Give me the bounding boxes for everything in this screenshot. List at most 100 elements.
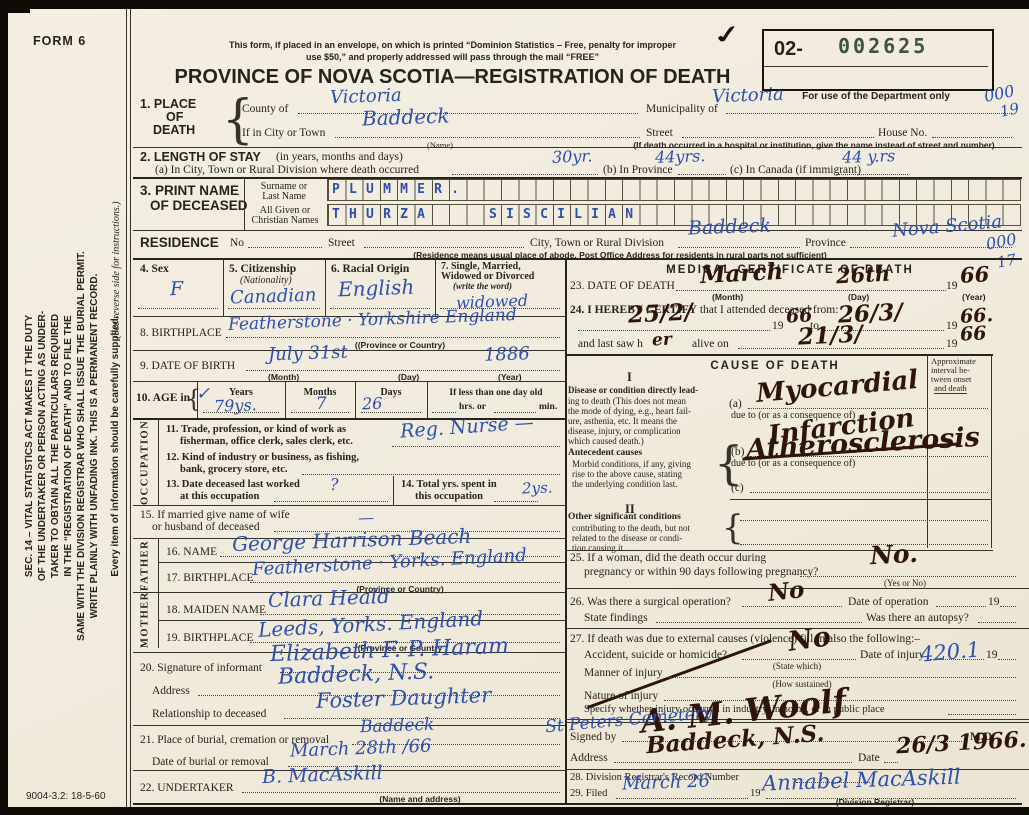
residence-no-label: No <box>230 237 245 249</box>
s27-label: 27. If death was due to external causes … <box>570 633 921 645</box>
dotted-line <box>948 714 1016 715</box>
birth-year-value: 1886 <box>483 343 531 366</box>
medical-heading: MEDICAL CERTIFICATE OF DEATH <box>666 264 914 276</box>
dotted-line <box>998 659 1016 660</box>
year-prefix: 19 <box>986 649 998 661</box>
dotted-line <box>1000 606 1016 607</box>
s2b-label: (b) In Province <box>603 164 673 176</box>
given-names-letter-grid <box>327 204 1021 226</box>
rule <box>133 418 565 421</box>
s15-label: or husband of deceased <box>152 521 260 533</box>
doc-code: 9004-3.2: 18-5-60 <box>26 791 106 802</box>
margin-notice-line: SEC. 14 – VITAL STATISTICS ACT MAKES IT … <box>24 314 35 578</box>
death-year-prefix: 19 <box>946 280 958 292</box>
dotted-line <box>330 308 430 309</box>
dotted-line <box>824 330 944 331</box>
citizenship-sub: (Nationality) <box>240 275 292 286</box>
death-day-sub: (Day) <box>848 292 870 302</box>
death-year-value: 66 <box>959 261 990 288</box>
s14-label: this occupation <box>415 491 483 502</box>
rule <box>355 381 357 418</box>
dotted-line <box>656 622 862 623</box>
death-day-value: 26th <box>835 260 891 289</box>
residence-city-value: Baddeck <box>687 214 772 240</box>
birthplace-sub: ((Province or Country) <box>354 340 446 350</box>
s26-label: 26. Was there a surgical operation? <box>570 596 731 608</box>
dotted-line <box>274 531 560 532</box>
dotted-line <box>936 606 986 607</box>
cause-b-label: (b) <box>731 446 745 458</box>
margin-notice-line: OF THE UNDERTAKER OR PERSON ACTING AS UN… <box>37 310 48 582</box>
antecedent-line: the underlying condition last. <box>572 479 678 489</box>
dotted-line <box>274 501 388 502</box>
specify-injury-label: Specify whether injury occurred in indus… <box>584 704 885 715</box>
other-conditions-line: related to the disease or condi- <box>572 533 683 543</box>
dotted-line <box>284 718 560 719</box>
dotted-line <box>288 766 560 767</box>
interval-header: Approximate <box>931 356 976 366</box>
last-saw-year: 66 <box>959 322 988 346</box>
antecedent-brace: { <box>714 436 744 490</box>
year-prefix: 19 <box>750 788 761 799</box>
dotted-line <box>740 520 988 521</box>
division-registrar-sub: (Division Registrar) <box>835 797 915 807</box>
margin-reverse-note: (See reverse side for instructions.) <box>111 201 122 339</box>
s12-label: bank, grocery store, etc. <box>180 464 288 475</box>
margin-notice-line: WRITE PLAINLY WITH UNFADING INK. THIS IS… <box>89 273 100 619</box>
undertaker-value: B. MacAskill <box>261 761 384 789</box>
dotted-line <box>494 501 538 502</box>
dotted-line <box>616 798 748 799</box>
street-label: Street <box>646 127 673 139</box>
undertaker-sub: (Name and address) <box>379 794 461 804</box>
rule <box>565 588 1029 590</box>
rule <box>133 350 565 352</box>
accident-value: No <box>786 621 833 658</box>
rule <box>325 258 327 316</box>
rule <box>565 722 1029 724</box>
rule <box>435 258 437 316</box>
s25-sub: (Yes or No) <box>883 578 927 588</box>
last-saw-label: and last saw h <box>578 338 643 350</box>
dotted-line <box>138 308 218 309</box>
filed-label: 29. Filed <box>570 788 608 799</box>
citizenship-label: 5. Citizenship <box>229 263 297 275</box>
marital-label: Widowed or Divorced <box>441 271 535 282</box>
rule <box>133 538 565 540</box>
s2a-value: 30yr. <box>551 146 593 167</box>
s12-label: 12. Kind of industry or business, as fis… <box>166 452 359 463</box>
rule <box>565 550 993 552</box>
s15-value: — <box>357 507 375 528</box>
less-than-day-label: If less than one day old <box>449 388 543 398</box>
margin-rule <box>126 9 128 807</box>
given-names-label: All Given or <box>259 205 311 216</box>
accident-label: Accident, suicide or homicide? <box>584 649 728 661</box>
marital-sub: (write the word) <box>453 281 513 291</box>
burial-place-value-1: Baddeck <box>359 714 435 738</box>
rule <box>133 381 565 383</box>
municipality-label: Municipality of <box>646 103 718 115</box>
s13-label: 13. Date deceased last worked <box>166 479 300 490</box>
day-sub: (Day) <box>398 372 420 382</box>
rule <box>158 538 160 592</box>
date-of-birth-value: July 31st <box>267 341 349 366</box>
surname-letter-grid <box>327 179 1021 201</box>
dotted-line <box>668 677 1016 678</box>
sex-value: F <box>169 277 184 301</box>
autopsy-label: Was there an autopsy? <box>866 612 969 624</box>
year-prefix: 19 <box>946 338 958 350</box>
dotted-line <box>228 308 320 309</box>
residence-note: (Residence means usual place of abode. P… <box>413 250 827 260</box>
margin-notice-line: IN THE “REGISTRATION OF DEATH” AND TO FI… <box>63 315 74 577</box>
municipality-value: Victoria <box>711 83 785 108</box>
dotted-line <box>796 782 870 783</box>
rule <box>565 769 1029 771</box>
residence-city-label: City, Town or Rural Division <box>530 237 665 249</box>
birthplace-label: 8. BIRTHPLACE <box>140 327 222 339</box>
how-sustained-sub: (How sustained) <box>772 679 832 689</box>
years-label: Years <box>229 387 253 398</box>
s25-label: 25. If a woman, did the death occur duri… <box>570 552 767 564</box>
city-name-sub: (Name) <box>427 140 453 150</box>
age-label: 10. AGE in <box>136 392 191 404</box>
sex-label: 4. Sex <box>140 263 169 275</box>
